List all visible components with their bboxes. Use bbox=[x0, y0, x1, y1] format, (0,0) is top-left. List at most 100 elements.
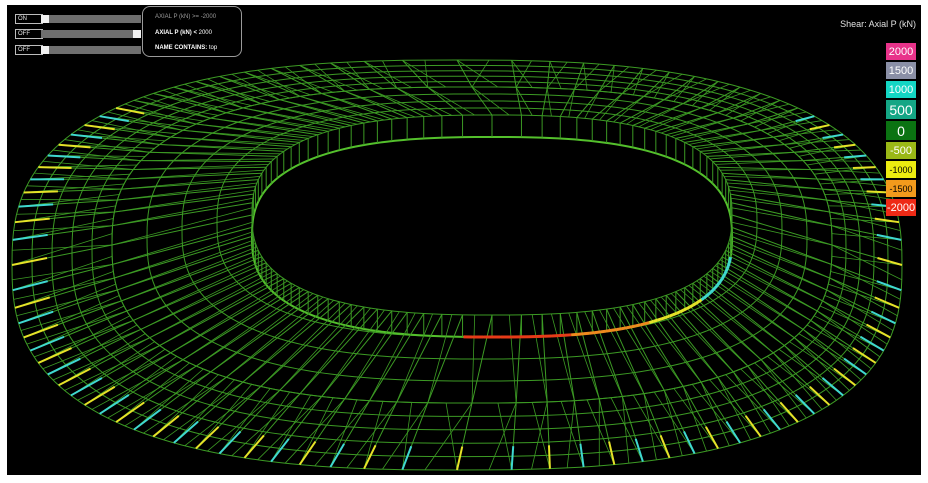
diagonal-brace bbox=[210, 293, 314, 373]
stressed-ring-segment bbox=[712, 286, 717, 291]
stressed-ring-segment bbox=[723, 270, 728, 275]
diagonal-brace bbox=[660, 112, 718, 134]
filter-toggle-axial-max[interactable]: OFF bbox=[15, 29, 43, 39]
stressed-member bbox=[794, 394, 816, 415]
stressed-ring-segment bbox=[583, 331, 590, 336]
diagonal-brace bbox=[731, 207, 832, 227]
diagonal-brace bbox=[621, 396, 630, 464]
stressed-member bbox=[18, 203, 54, 208]
stressed-member bbox=[133, 408, 162, 431]
diagonal-brace bbox=[696, 136, 774, 150]
stressed-member bbox=[47, 154, 81, 159]
diagonal-brace bbox=[210, 117, 323, 134]
diagonal-brace bbox=[363, 61, 412, 88]
filter-name-value[interactable]: top bbox=[208, 45, 218, 51]
filter-slider-name[interactable] bbox=[41, 46, 141, 54]
diagonal-brace bbox=[121, 246, 257, 302]
radial-truss-member bbox=[344, 312, 408, 400]
diagonal-brace bbox=[531, 401, 548, 470]
radial-truss-member bbox=[279, 306, 365, 391]
legend-swatch: 0 bbox=[886, 121, 916, 140]
diagonal-brace bbox=[99, 356, 177, 415]
diagonal-brace bbox=[568, 89, 575, 118]
stressed-ring-segment bbox=[621, 326, 627, 331]
stressed-member bbox=[744, 415, 762, 438]
diagonal-brace bbox=[124, 103, 197, 125]
diagonal-brace bbox=[382, 60, 398, 89]
radial-truss-member bbox=[747, 107, 799, 125]
stressed-ring-segment bbox=[728, 256, 733, 261]
diagonal-brace bbox=[344, 311, 400, 400]
diagonal-brace bbox=[720, 169, 811, 171]
stressed-member bbox=[70, 133, 103, 140]
radial-truss-member bbox=[219, 75, 280, 101]
diagonal-brace bbox=[117, 239, 255, 291]
radial-truss-member bbox=[195, 80, 261, 105]
stressed-ring-segment bbox=[710, 288, 715, 294]
stressed-member bbox=[12, 233, 48, 241]
stressed-member bbox=[243, 434, 265, 459]
diagonal-brace bbox=[729, 239, 830, 279]
diagonal-brace bbox=[568, 312, 600, 399]
diagonal-brace bbox=[163, 89, 227, 114]
diagonal-brace bbox=[740, 100, 781, 122]
filter-axial-max-text: AXIAL P (kN) < 2000 bbox=[155, 30, 212, 36]
legend-title: Shear: Axial P (kN) bbox=[840, 19, 916, 29]
diagonal-brace bbox=[784, 345, 837, 401]
diagonal-brace bbox=[508, 314, 517, 403]
diagonal-brace bbox=[279, 305, 358, 391]
stressed-ring-segment bbox=[689, 303, 694, 309]
diagonal-brace bbox=[195, 384, 253, 449]
stressed-member bbox=[115, 106, 145, 115]
diagonal-brace bbox=[725, 93, 761, 116]
filter-slider-axial-min[interactable] bbox=[41, 15, 141, 23]
radial-truss-member bbox=[427, 86, 463, 116]
diagonal-brace bbox=[828, 283, 900, 309]
3d-viewport[interactable]: ON OFF OFF AXIAL P (kN) >= -2000 AXIAL P… bbox=[7, 5, 921, 475]
diagonal-brace bbox=[260, 103, 358, 125]
filter-slider-axial-max[interactable] bbox=[41, 30, 141, 38]
diagonal-brace bbox=[670, 293, 749, 367]
stressed-ring-segment bbox=[672, 311, 678, 317]
diagonal-brace bbox=[242, 299, 334, 383]
diagonal-brace bbox=[715, 265, 811, 321]
radial-truss-member bbox=[576, 90, 600, 118]
diagonal-brace bbox=[330, 399, 358, 468]
slider-handle[interactable] bbox=[133, 30, 141, 38]
diagonal-brace bbox=[114, 189, 255, 213]
filter-toggle-name[interactable]: OFF bbox=[15, 45, 43, 55]
legend-swatch: 1000 bbox=[886, 81, 916, 98]
stressed-ring-segment bbox=[577, 332, 584, 336]
filter-toggle-axial-min[interactable]: ON bbox=[15, 14, 43, 24]
stadium-wireframe-model[interactable] bbox=[7, 5, 921, 475]
radial-truss-member bbox=[133, 262, 267, 321]
stressed-member bbox=[876, 280, 902, 292]
radial-truss-member bbox=[606, 308, 645, 394]
diagonal-brace bbox=[242, 107, 346, 128]
filter-axial-max-value[interactable]: 2000 bbox=[198, 30, 212, 36]
diagonal-brace bbox=[382, 402, 429, 470]
slider-handle[interactable] bbox=[41, 15, 49, 23]
radial-truss-member bbox=[591, 310, 623, 397]
stressed-ring-segment bbox=[661, 316, 667, 321]
diagonal-brace bbox=[638, 302, 702, 383]
stressed-ring-segment bbox=[679, 308, 685, 314]
stressed-ring-segment bbox=[616, 327, 622, 332]
radial-truss-member bbox=[666, 117, 734, 136]
filter-panel bbox=[142, 6, 242, 57]
stressed-member bbox=[683, 430, 696, 454]
filter-axial-min-value[interactable]: -2000 bbox=[200, 14, 217, 20]
radial-truss-member bbox=[515, 87, 522, 116]
stressed-ring-segment bbox=[726, 262, 731, 267]
diagonal-brace bbox=[64, 345, 160, 391]
slider-handle[interactable] bbox=[41, 46, 49, 54]
filter-name-label: NAME CONTAINS: bbox=[155, 45, 209, 51]
stressed-member bbox=[510, 446, 515, 470]
radial-truss-member bbox=[712, 267, 804, 330]
filter-row-axial-max: OFF bbox=[15, 29, 43, 39]
radial-truss-member bbox=[396, 87, 443, 117]
diagonal-brace bbox=[445, 402, 458, 471]
radial-truss-member bbox=[321, 310, 393, 397]
diagonal-brace bbox=[471, 59, 490, 88]
diagonal-brace bbox=[149, 151, 281, 155]
